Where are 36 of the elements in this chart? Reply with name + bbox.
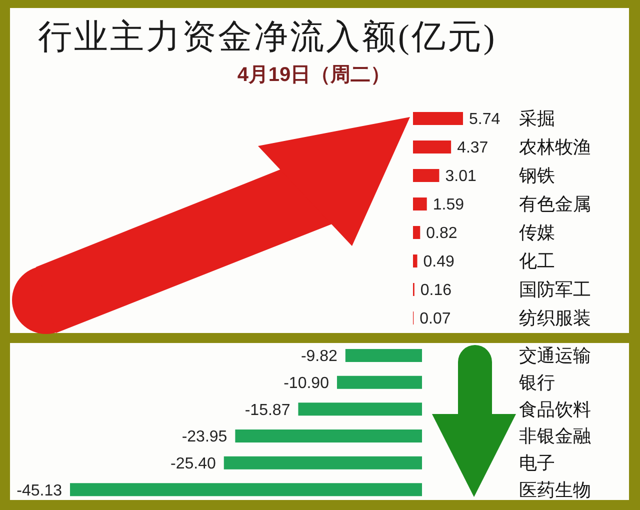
data-label: 0.16 bbox=[420, 282, 452, 300]
data-label: 1.59 bbox=[432, 196, 464, 214]
y-tick-label: 交通运输 bbox=[519, 346, 591, 366]
data-label: -45.13 bbox=[16, 482, 62, 500]
y-tick-label: 非银金融 bbox=[519, 426, 591, 446]
data-label: -9.82 bbox=[300, 348, 338, 366]
bar bbox=[413, 169, 440, 182]
data-label: -15.87 bbox=[244, 402, 290, 419]
bar bbox=[413, 140, 452, 154]
y-tick-label: 钢铁 bbox=[518, 166, 555, 186]
data-label: 4.37 bbox=[457, 140, 488, 157]
bar bbox=[413, 226, 420, 239]
bar bbox=[413, 198, 427, 210]
bar bbox=[413, 254, 418, 268]
data-label: 5.74 bbox=[469, 111, 500, 128]
chart-subtitle: 4月19日（周二） bbox=[236, 64, 392, 86]
data-label: 3.01 bbox=[445, 168, 476, 186]
bar bbox=[413, 112, 463, 125]
data-label: -10.90 bbox=[284, 374, 330, 392]
y-tick-label: 银行 bbox=[518, 372, 555, 393]
y-tick-label: 国防军工 bbox=[519, 280, 591, 300]
data-label: 0.82 bbox=[426, 225, 458, 242]
chart-title: 行业主力资金净流入额(亿元) bbox=[38, 19, 497, 56]
y-tick-label: 采掘 bbox=[519, 108, 555, 129]
data-label: -23.95 bbox=[182, 428, 228, 446]
y-tick-label: 农林牧渔 bbox=[519, 137, 591, 158]
data-label: 0.49 bbox=[423, 254, 455, 271]
y-tick-label: 电子 bbox=[519, 453, 555, 474]
y-tick-label: 食品饮料 bbox=[519, 399, 591, 420]
y-tick-label: 医药生物 bbox=[519, 480, 591, 500]
y-tick-label: 化工 bbox=[519, 251, 555, 272]
y-tick-label: 有色金属 bbox=[519, 194, 591, 214]
y-tick-label: 纺织服装 bbox=[519, 308, 591, 328]
y-tick-label: 传媒 bbox=[519, 222, 555, 243]
data-label: -25.40 bbox=[170, 455, 216, 472]
data-label: 0.07 bbox=[420, 310, 451, 328]
